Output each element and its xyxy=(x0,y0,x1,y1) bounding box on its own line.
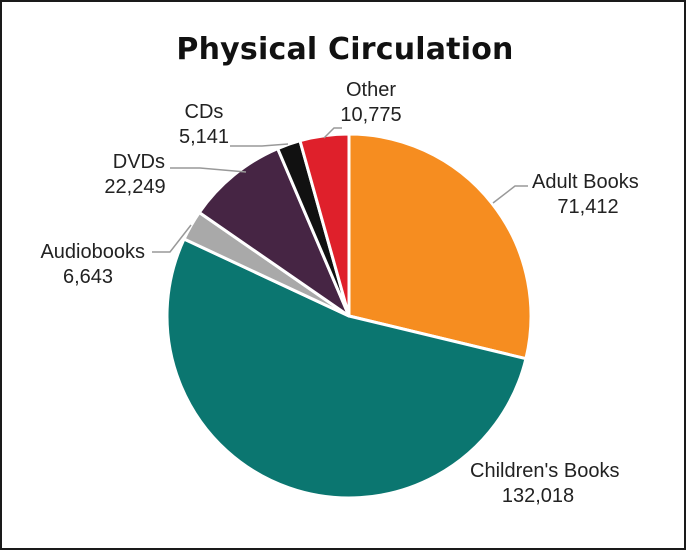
slice-value-other: 10,775 xyxy=(340,104,401,126)
leader-line-dvds xyxy=(170,167,247,173)
slice-label-children-s-books: Children's Books xyxy=(470,460,619,482)
slice-value-adult-books: 71,412 xyxy=(557,196,618,218)
leader-line-audiobooks xyxy=(152,224,192,253)
slice-value-cds: 5,141 xyxy=(179,126,229,148)
leader-line-cds xyxy=(230,143,289,147)
slice-value-children-s-books: 132,018 xyxy=(502,485,574,507)
leader-line-adult-books xyxy=(492,185,528,204)
slice-label-dvds: DVDs xyxy=(113,151,165,173)
slice-value-audiobooks: 6,643 xyxy=(63,266,113,288)
chart-title: Physical Circulation xyxy=(176,32,514,67)
pie-slice-children-s-books xyxy=(165,237,528,500)
pie-slice-dvds xyxy=(197,147,351,318)
slice-label-audiobooks: Audiobooks xyxy=(40,241,145,263)
slice-value-dvds: 22,249 xyxy=(104,176,165,198)
pie-slice-adult-books xyxy=(347,132,533,361)
leader-line-other xyxy=(323,127,342,139)
slice-label-cds: CDs xyxy=(185,101,224,123)
pie-slice-other xyxy=(298,132,351,318)
slice-label-other: Other xyxy=(346,79,396,101)
slice-label-adult-books: Adult Books xyxy=(532,171,639,193)
